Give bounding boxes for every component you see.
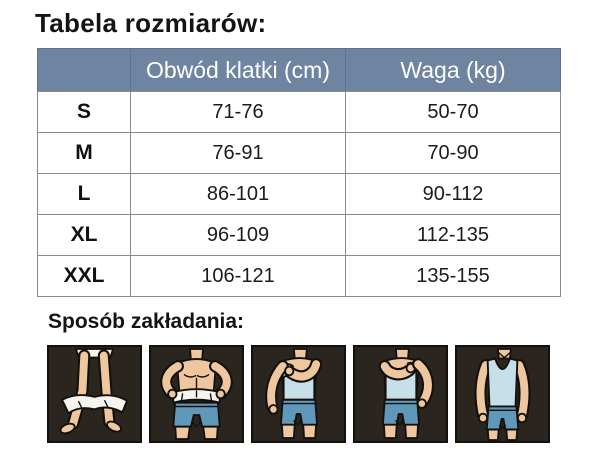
chest-column-header: Obwód klatki (cm): [130, 48, 346, 92]
garment-fully-worn-icon: [457, 347, 548, 441]
step-1-panel: [47, 345, 142, 443]
weight-value: 50-70: [345, 91, 561, 133]
pull-garment-up-to-waist-icon: [151, 347, 242, 441]
size-label: XXL: [37, 255, 131, 297]
instruction-steps: [47, 345, 550, 443]
weight-value: 70-90: [345, 132, 561, 174]
chest-value: 76-91: [130, 132, 346, 174]
weight-value: 135-155: [345, 255, 561, 297]
weight-column-header: Waga (kg): [345, 48, 561, 92]
legs-step-into-garment-icon: [49, 347, 140, 441]
chest-value: 71-76: [130, 91, 346, 133]
instructions-title: Sposób zakładania:: [48, 310, 245, 333]
size-table-header-row: Obwód klatki (cm) Waga (kg): [37, 48, 561, 92]
size-label: L: [37, 173, 131, 215]
size-label: M: [37, 132, 131, 174]
table-row-xl: XL 96-109 112-135: [37, 214, 561, 256]
size-label: S: [37, 91, 131, 133]
size-table: Obwód klatki (cm) Waga (kg) S 71-76 50-7…: [37, 48, 561, 297]
step-3-panel: [251, 345, 346, 443]
chest-value: 96-109: [130, 214, 346, 256]
size-label: XL: [37, 214, 131, 256]
pull-strap-over-first-shoulder-icon: [253, 347, 344, 441]
weight-value: 90-112: [345, 173, 561, 215]
step-2-panel: [149, 345, 244, 443]
table-row-s: S 71-76 50-70: [37, 91, 561, 133]
table-row-m: M 76-91 70-90: [37, 132, 561, 174]
chest-value: 86-101: [130, 173, 346, 215]
pull-strap-over-second-shoulder-icon: [355, 347, 446, 441]
step-4-panel: [353, 345, 448, 443]
page-title: Tabela rozmiarów:: [35, 8, 267, 38]
table-row-l: L 86-101 90-112: [37, 173, 561, 215]
weight-value: 112-135: [345, 214, 561, 256]
step-5-panel: [455, 345, 550, 443]
size-column-header: [37, 48, 131, 92]
chest-value: 106-121: [130, 255, 346, 297]
table-row-xxl: XXL 106-121 135-155: [37, 255, 561, 297]
